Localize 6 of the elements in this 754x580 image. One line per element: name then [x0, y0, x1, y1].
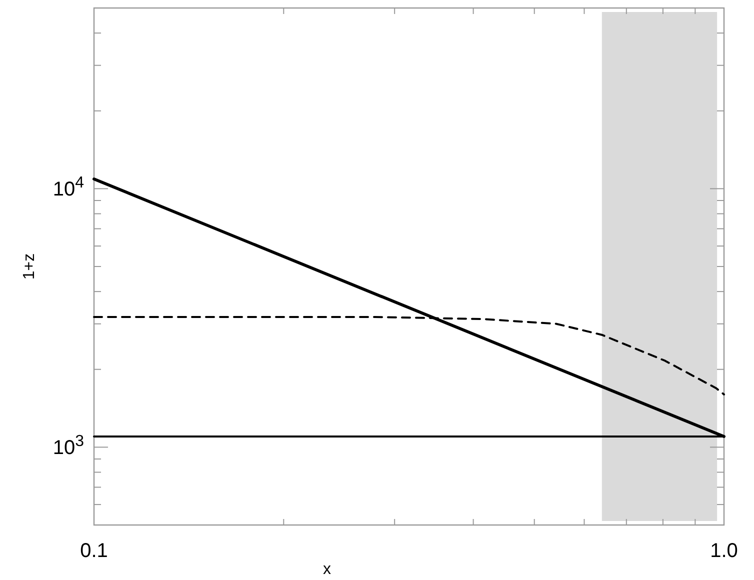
x-axis-title: x — [323, 561, 331, 578]
y-tick-label: 10$^{3}$ — [52, 432, 84, 460]
x-tick-label: 0.1 — [80, 540, 108, 562]
y-tick-label: 10$^{4}$ — [52, 174, 84, 201]
x-tick-label: 1.0 — [710, 540, 738, 562]
y-axis-title: 1+z — [21, 253, 38, 280]
